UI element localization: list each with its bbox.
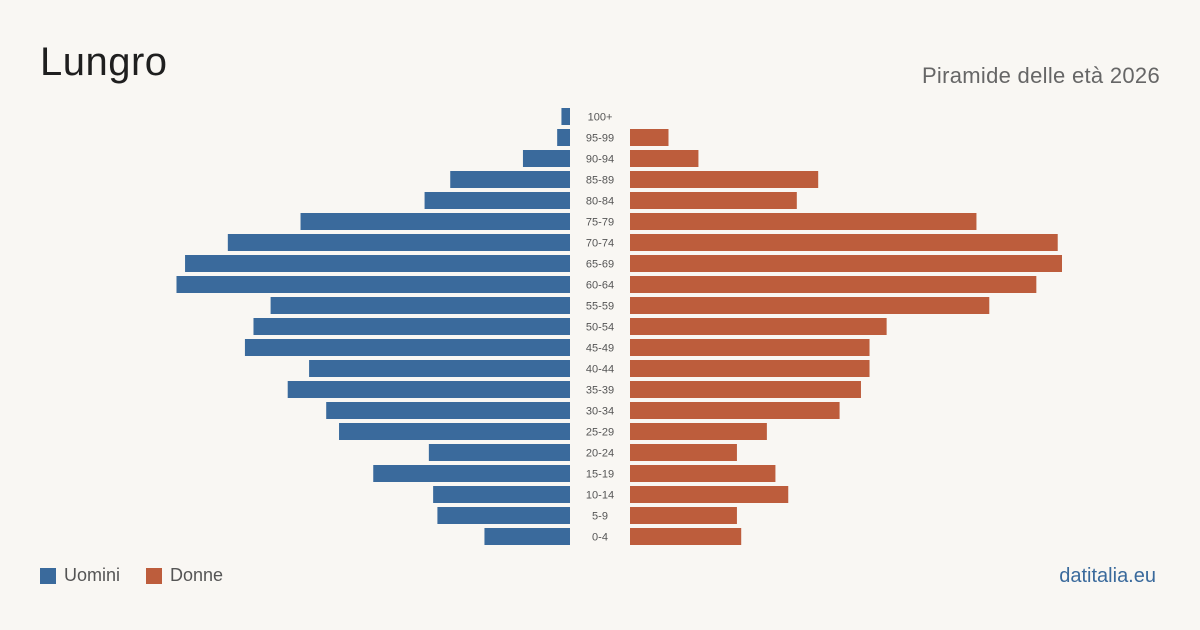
bar-women-30-34 xyxy=(630,402,840,419)
bar-men-15-19 xyxy=(373,465,570,482)
age-label-25-29: 25-29 xyxy=(586,427,614,439)
bar-women-90-94 xyxy=(630,150,699,167)
bar-women-45-49 xyxy=(630,339,870,356)
bar-women-25-29 xyxy=(630,423,767,440)
bar-women-20-24 xyxy=(630,444,737,461)
bar-men-25-29 xyxy=(339,423,570,440)
bar-women-0-4 xyxy=(630,528,742,545)
legend-label-men: Uomini xyxy=(64,565,121,585)
bar-women-60-64 xyxy=(630,276,1037,293)
bar-women-80-84 xyxy=(630,192,797,209)
bar-women-75-79 xyxy=(630,213,977,230)
bar-women-85-89 xyxy=(630,171,819,188)
bar-women-35-39 xyxy=(630,381,861,398)
age-label-45-49: 45-49 xyxy=(586,343,614,355)
bar-men-80-84 xyxy=(424,192,570,209)
bar-men-20-24 xyxy=(428,444,570,461)
age-label-20-24: 20-24 xyxy=(586,448,614,460)
bar-women-5-9 xyxy=(630,507,737,524)
brand-link[interactable]: datitalia.eu xyxy=(1059,565,1156,587)
bar-men-5-9 xyxy=(437,507,570,524)
bar-men-0-4 xyxy=(484,528,570,545)
bar-men-35-39 xyxy=(287,381,570,398)
age-label-95-99: 95-99 xyxy=(586,133,614,145)
bar-men-100+ xyxy=(561,108,570,125)
age-label-65-69: 65-69 xyxy=(586,259,614,271)
bar-women-65-69 xyxy=(630,255,1062,272)
age-label-100+: 100+ xyxy=(588,112,613,124)
age-label-85-89: 85-89 xyxy=(586,175,614,187)
legend-item-women: Donne xyxy=(146,565,223,586)
bar-men-75-79 xyxy=(300,213,570,230)
bar-women-40-44 xyxy=(630,360,870,377)
men-bars-group xyxy=(176,108,570,545)
age-label-60-64: 60-64 xyxy=(586,280,614,292)
bar-women-15-19 xyxy=(630,465,776,482)
age-label-5-9: 5-9 xyxy=(592,511,608,523)
age-label-0-4: 0-4 xyxy=(592,532,608,544)
age-label-55-59: 55-59 xyxy=(586,301,614,313)
bar-men-45-49 xyxy=(244,339,570,356)
bar-men-10-14 xyxy=(433,486,570,503)
bar-women-50-54 xyxy=(630,318,887,335)
age-label-50-54: 50-54 xyxy=(586,322,614,334)
bar-men-70-74 xyxy=(227,234,570,251)
bar-men-40-44 xyxy=(309,360,570,377)
age-label-80-84: 80-84 xyxy=(586,196,614,208)
bar-women-70-74 xyxy=(630,234,1058,251)
bar-men-90-94 xyxy=(522,150,570,167)
bar-men-85-89 xyxy=(450,171,570,188)
page-title: Lungro xyxy=(40,40,168,84)
age-label-70-74: 70-74 xyxy=(586,238,614,250)
bar-men-50-54 xyxy=(253,318,570,335)
legend: Uomini Donne xyxy=(40,565,249,586)
bar-women-10-14 xyxy=(630,486,789,503)
bar-women-95-99 xyxy=(630,129,669,146)
bar-men-60-64 xyxy=(176,276,570,293)
age-label-30-34: 30-34 xyxy=(586,406,614,418)
age-label-10-14: 10-14 xyxy=(586,490,614,502)
legend-swatch-women xyxy=(146,567,163,584)
bar-men-55-59 xyxy=(270,297,570,314)
age-label-40-44: 40-44 xyxy=(586,364,614,376)
women-bars-group xyxy=(630,129,1062,545)
age-labels-group: 100+ 95-99 90-94 85-89 80-84 75-79 70-74 65-69 6… xyxy=(586,112,614,544)
age-label-75-79: 75-79 xyxy=(586,217,614,229)
bar-men-30-34 xyxy=(326,402,570,419)
legend-item-men: Uomini xyxy=(40,565,120,586)
chart-subtitle: Piramide delle età 2026 xyxy=(921,63,1160,88)
age-label-15-19: 15-19 xyxy=(586,469,614,481)
bar-women-55-59 xyxy=(630,297,990,314)
legend-label-women: Donne xyxy=(170,565,224,585)
age-label-35-39: 35-39 xyxy=(586,385,614,397)
bar-men-65-69 xyxy=(185,255,570,272)
bar-men-95-99 xyxy=(557,129,570,146)
age-label-90-94: 90-94 xyxy=(586,154,614,166)
legend-swatch-men xyxy=(40,567,56,584)
